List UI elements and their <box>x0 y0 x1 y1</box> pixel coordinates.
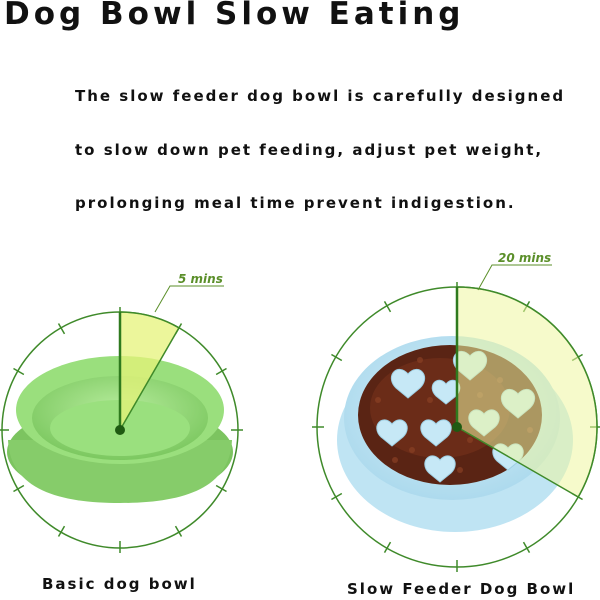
ridge <box>424 455 456 483</box>
clock-tick <box>13 484 25 493</box>
clock-ticks <box>0 307 243 553</box>
label-leader <box>477 264 552 291</box>
clock-tick <box>522 541 531 553</box>
basic-bowl-caption: Basic dog bowl <box>42 575 197 593</box>
ridge <box>376 419 408 447</box>
slow-bowl-clock: 20 mins <box>312 251 600 572</box>
description-line-2: to slow down pet feeding, adjust pet wei… <box>75 141 544 159</box>
clock-tick <box>331 492 343 501</box>
time-label: 5 mins <box>178 272 223 286</box>
clock-tick <box>215 484 227 493</box>
basic-bowl-clock: 5 mins <box>0 272 243 553</box>
ridge <box>390 368 426 399</box>
clock-center <box>452 422 462 432</box>
clock-tick <box>215 367 227 376</box>
time-sector <box>456 286 598 499</box>
clock-tick <box>57 323 66 335</box>
clock-tick <box>383 541 392 553</box>
clock-tick <box>13 367 25 376</box>
clock-tick <box>383 301 392 313</box>
clock-center <box>115 425 125 435</box>
ridge <box>420 419 452 447</box>
slow-bowl-caption: Slow Feeder Dog Bowl <box>347 580 576 598</box>
clock-tick <box>57 525 66 537</box>
description-line-3: prolonging meal time prevent indigestion… <box>75 194 516 212</box>
description-line-1: The slow feeder dog bowl is carefully de… <box>75 87 566 105</box>
label-leader <box>154 285 224 313</box>
time-label: 20 mins <box>498 251 551 265</box>
page-title: Dog Bowl Slow Eating <box>4 0 465 32</box>
ridge <box>431 379 461 405</box>
clock-tick <box>331 353 343 362</box>
clock-tick <box>174 525 183 537</box>
